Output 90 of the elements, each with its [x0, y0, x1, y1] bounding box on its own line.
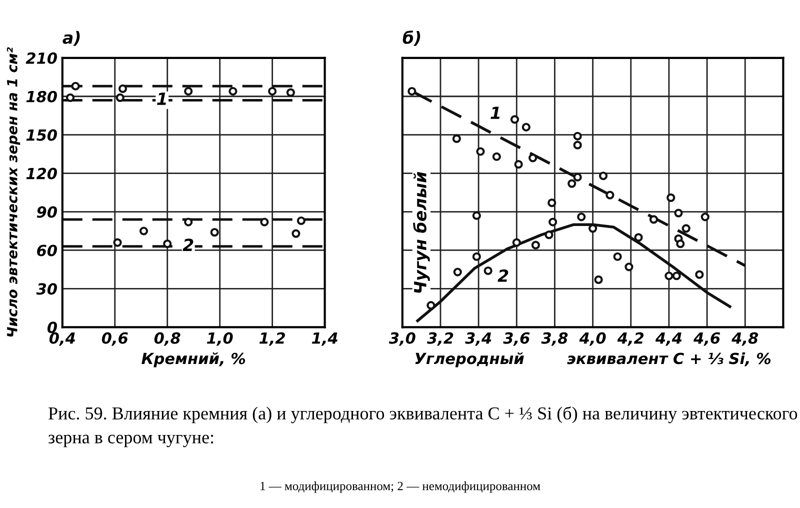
point [664, 272, 674, 280]
point [292, 229, 300, 238]
y-axis-title: Число эвтектических зерен на 1 см² [6, 47, 20, 337]
y-tick-label: 60 [37, 244, 57, 256]
point [472, 252, 481, 261]
point [492, 152, 501, 161]
point [598, 172, 608, 180]
annotation: Чугун белый [413, 172, 430, 293]
x-tick-label: 3,2 [426, 332, 454, 346]
point [573, 172, 582, 182]
x-tick-label: 4,4 [655, 332, 682, 346]
point [139, 226, 148, 236]
point [672, 272, 681, 280]
point [682, 224, 690, 233]
point [594, 275, 603, 284]
point [510, 115, 520, 124]
text: Рис. 59. Влияние кремния (а) и углеродного эквивалента C + ⅓ Si (б) на величину эвтектического зерна в сером чугуне: [48, 406, 798, 448]
point [472, 211, 481, 220]
point [666, 193, 676, 202]
point [228, 86, 238, 96]
x-tick-label: 3,6 [503, 332, 530, 346]
point [624, 262, 634, 272]
point [512, 238, 521, 247]
point [113, 238, 122, 247]
x-tick-label: 4,6 [693, 332, 720, 346]
x-tick-label: 4,8 [732, 332, 758, 346]
point [544, 230, 554, 240]
point [66, 93, 75, 102]
point [184, 218, 193, 226]
point [476, 147, 485, 156]
x-tick-label: 4,0 [579, 332, 606, 346]
y-tick-label: 30 [36, 283, 57, 295]
x-tick-label: 3,4 [465, 332, 492, 346]
chart-title: а) [62, 31, 80, 46]
point [118, 84, 128, 93]
point [548, 198, 556, 208]
x-tick-label: 1,2 [259, 332, 286, 346]
point [634, 233, 643, 242]
point [573, 132, 582, 140]
x-tick-label: 1,4 [312, 332, 338, 346]
x-tick-label: 0,4 [49, 332, 75, 346]
y-tick-label: 150 [26, 129, 57, 141]
annotation: 1 [157, 92, 166, 105]
y-tick-label: 120 [26, 168, 57, 180]
x-tick-label: 0,8 [154, 332, 180, 346]
point [531, 240, 540, 250]
y-tick-label: 210 [26, 52, 57, 64]
x-tick-label: 4,2 [617, 332, 644, 346]
point [184, 86, 193, 96]
x-tick-label: 0,6 [102, 332, 128, 346]
point [296, 216, 306, 226]
annotation: 2 [182, 238, 194, 251]
annotation: 2 [498, 269, 508, 282]
point [577, 212, 586, 222]
annotation: 1 [490, 106, 500, 119]
point [676, 240, 685, 248]
y-tick-label: 90 [36, 206, 57, 218]
point [116, 93, 124, 102]
point [700, 212, 710, 222]
x-axis-title: Углеродный эквивалент C + ⅓ Si, % [415, 352, 771, 368]
point [548, 218, 558, 226]
point [606, 190, 614, 200]
point [674, 208, 683, 218]
point [514, 160, 523, 169]
text: 1 — модифицированном; 2 — немодифицированном [260, 481, 540, 493]
point [260, 218, 269, 226]
point [484, 266, 492, 276]
point [649, 215, 658, 224]
point [210, 228, 219, 237]
point [522, 122, 530, 132]
point [163, 240, 172, 248]
point [613, 252, 622, 261]
x-tick-label: 3,8 [541, 332, 568, 346]
point [71, 82, 80, 90]
point [452, 134, 461, 143]
point [286, 88, 295, 97]
point [573, 140, 582, 150]
y-tick-label: 0 [47, 322, 57, 334]
point [268, 86, 277, 96]
point [408, 86, 416, 96]
y-tick-label: 180 [26, 90, 57, 102]
point [453, 268, 462, 276]
point [426, 301, 436, 310]
point [695, 270, 704, 279]
x-tick-label: 1,0 [206, 332, 233, 346]
point [568, 179, 576, 188]
point [528, 154, 538, 162]
chart-title: б) [402, 30, 420, 46]
x-axis-title: Кремний, % [142, 352, 246, 368]
x-tick-label: 3,0 [388, 332, 416, 346]
